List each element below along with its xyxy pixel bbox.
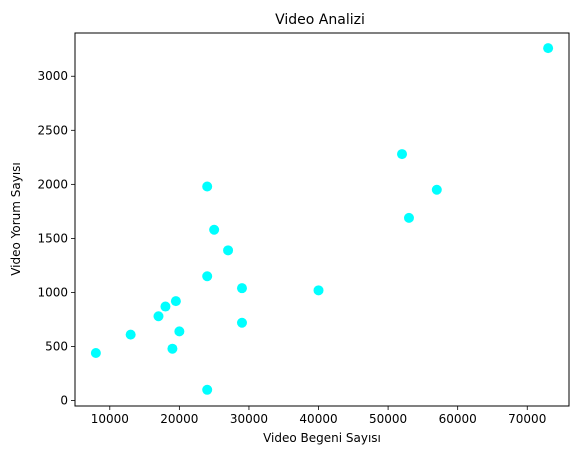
y-axis: 0 500 1000 1500 2000 2500 3000 [37, 69, 75, 408]
y-tick-label: 0 [60, 394, 68, 408]
data-point [543, 43, 554, 54]
y-tick-label: 500 [45, 340, 68, 354]
chart-title: Video Analizi [275, 12, 365, 28]
data-point [202, 384, 213, 395]
data-point [90, 348, 101, 359]
data-point [202, 181, 213, 192]
x-axis-label: Video Begeni Sayısı [263, 431, 381, 445]
plot-area [90, 43, 554, 395]
data-point [125, 329, 136, 340]
data-point [431, 184, 442, 195]
x-axis: 10000 20000 30000 40000 50000 60000 70000 [91, 406, 546, 426]
x-tick-label: 50000 [369, 412, 407, 426]
data-point [209, 224, 220, 235]
data-point [223, 245, 234, 256]
y-tick-label: 3000 [37, 69, 68, 83]
x-tick-label: 20000 [160, 412, 198, 426]
data-point [174, 326, 185, 337]
plot-frame [74, 32, 570, 407]
x-tick-label: 60000 [439, 412, 477, 426]
data-point [153, 311, 164, 322]
y-tick-label: 1000 [37, 285, 68, 299]
data-point [170, 296, 181, 307]
x-tick-label: 30000 [230, 412, 268, 426]
data-point [397, 149, 408, 160]
data-point [202, 271, 213, 282]
data-point [236, 283, 247, 294]
x-tick-label: 70000 [508, 412, 546, 426]
data-point [167, 343, 178, 354]
y-axis-label: Video Yorum Sayısı [9, 162, 23, 276]
data-point [236, 317, 247, 328]
x-tick-label: 40000 [299, 412, 337, 426]
data-point [313, 285, 324, 296]
y-tick-label: 1500 [37, 231, 68, 245]
data-point [403, 212, 414, 223]
data-point [160, 301, 171, 312]
y-tick-label: 2000 [37, 177, 68, 191]
y-tick-label: 2500 [37, 123, 68, 137]
x-tick-label: 10000 [91, 412, 129, 426]
